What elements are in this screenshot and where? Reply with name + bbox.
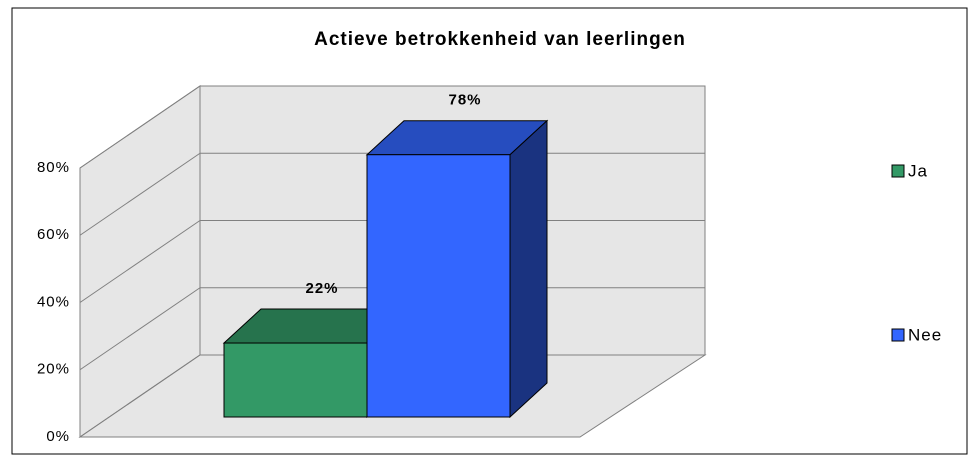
y-tick-label: 0% — [46, 428, 70, 445]
chart-title: Actieve betrokkenheid van leerlingen — [314, 29, 686, 50]
bar-side — [509, 119, 548, 419]
y-tick-label: 20% — [37, 361, 70, 378]
y-tick-label: 60% — [37, 226, 70, 243]
bar — [223, 342, 368, 418]
legend-label: Nee — [908, 325, 942, 344]
grid-line — [79, 354, 201, 438]
legend-swatch — [891, 164, 905, 178]
y-tick-label: 40% — [37, 293, 70, 310]
data-label: 78% — [448, 92, 481, 109]
y-tick-label: 80% — [37, 159, 70, 176]
grid-line — [79, 287, 201, 371]
grid-line — [79, 152, 201, 236]
grid-line — [79, 220, 201, 303]
bar — [366, 154, 511, 418]
data-label: 22% — [305, 280, 338, 297]
legend-swatch — [891, 328, 905, 342]
grid-line — [79, 85, 201, 169]
legend-label: Ja — [908, 161, 928, 180]
